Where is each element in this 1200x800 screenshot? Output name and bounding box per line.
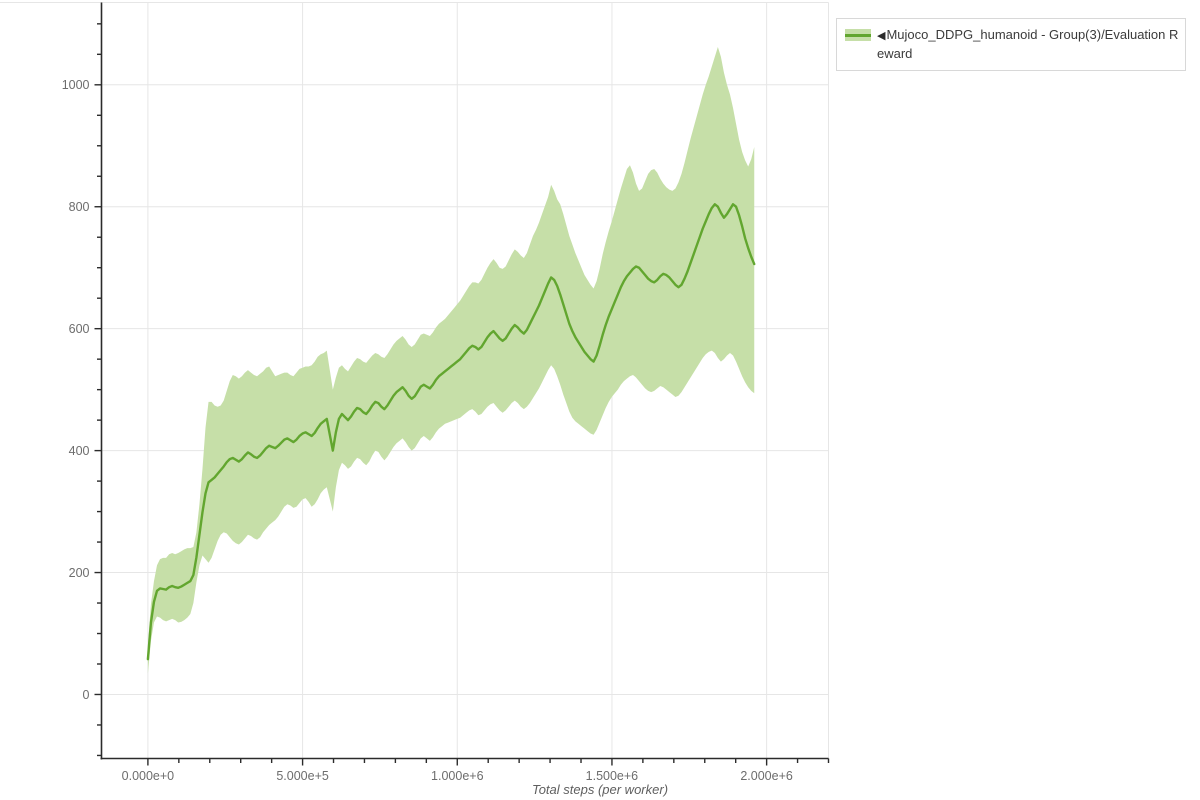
x-axis-tick-label: 0.000e+0 xyxy=(121,768,175,783)
x-axis-title: Total steps (per worker) xyxy=(531,782,669,797)
y-axis-tick-label: 200 xyxy=(68,565,90,580)
legend-collapse-arrow-icon[interactable]: ◀ xyxy=(877,30,886,42)
mean-line xyxy=(146,203,756,661)
x-axis-tick-label: 5.000e+5 xyxy=(276,768,329,783)
legend-line-swatch xyxy=(845,34,871,37)
legend-color-swatch xyxy=(845,27,871,43)
y-axis-tick-label: 600 xyxy=(68,321,90,336)
legend-entry-label: ◀Mujoco_DDPG_humanoid - Group(3)/Evaluat… xyxy=(877,26,1179,62)
y-axis-tick-label: 0 xyxy=(82,687,90,702)
axis-ticks xyxy=(94,23,830,766)
x-axis-tick-label: 1.000e+6 xyxy=(431,768,484,783)
confidence-band xyxy=(147,47,755,674)
x-axis-tick-label: 2.000e+6 xyxy=(740,768,793,783)
y-axis-tick-label: 1000 xyxy=(61,77,90,92)
x-axis-tick-label: 1.500e+6 xyxy=(585,768,639,783)
mean-path xyxy=(146,203,756,661)
band-polygon xyxy=(147,47,755,674)
legend-series-name: Mujoco_DDPG_humanoid - Group(3)/Evaluati… xyxy=(877,27,1179,61)
y-axis-tick-label: 400 xyxy=(68,443,90,458)
chart-legend[interactable]: ◀Mujoco_DDPG_humanoid - Group(3)/Evaluat… xyxy=(836,18,1186,71)
y-axis-tick-label: 800 xyxy=(68,199,90,214)
